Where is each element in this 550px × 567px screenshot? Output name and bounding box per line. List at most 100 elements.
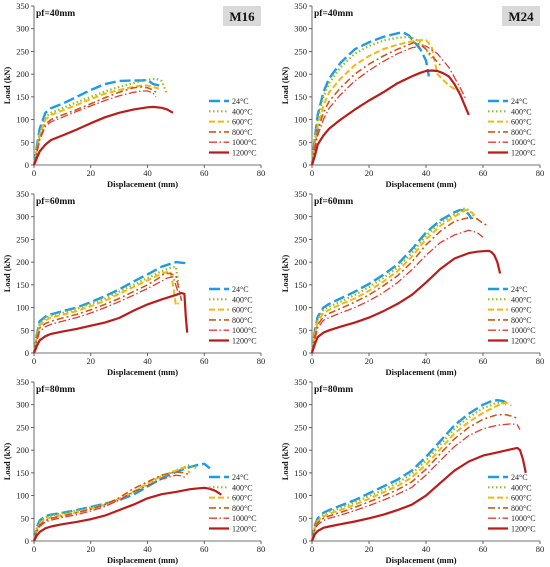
series-line-1000c — [33, 276, 180, 354]
y-tick-label: 50 — [21, 325, 30, 335]
y-tick-label: 50 — [299, 513, 308, 523]
series-line-800c — [311, 413, 518, 542]
legend-label: 1000°C — [511, 138, 536, 147]
y-tick-label: 200 — [16, 257, 29, 267]
x-tick-label: 40 — [143, 356, 152, 366]
x-tick-label: 80 — [257, 356, 266, 366]
y-tick-label: 200 — [294, 257, 307, 267]
panel-title: pf=80mm — [314, 385, 353, 395]
x-tick-label: 80 — [257, 544, 266, 554]
x-tick-label: 60 — [200, 356, 209, 366]
y-tick-label: 50 — [21, 513, 30, 523]
x-tick-label: 40 — [143, 544, 152, 554]
panel-title: pf=40mm — [314, 9, 353, 19]
bolt-size-label: M16 — [229, 9, 255, 24]
x-axis-label: Displacement (mm) — [107, 555, 178, 565]
series-line-800c — [33, 471, 191, 542]
y-axis-label: Load (kN) — [280, 443, 290, 481]
panel-title: pf=80mm — [36, 385, 75, 395]
legend-label: 600°C — [511, 494, 532, 503]
x-tick-label: 20 — [87, 544, 96, 554]
legend-label: 24°C — [232, 285, 249, 294]
y-tick-label: 150 — [16, 468, 29, 478]
series-line-24c — [310, 399, 507, 542]
y-tick-label: 300 — [16, 24, 29, 34]
y-tick-label: 300 — [16, 212, 29, 222]
x-tick-label: 80 — [536, 544, 545, 554]
x-tick-label: 0 — [32, 544, 36, 554]
bolt-size-badge — [502, 6, 540, 26]
legend-label: 800°C — [232, 128, 253, 137]
x-tick-label: 40 — [422, 168, 431, 178]
y-tick-label: 200 — [16, 69, 29, 79]
legend-label: 800°C — [511, 316, 532, 325]
x-tick-label: 40 — [143, 168, 152, 178]
series-line-24c — [310, 31, 431, 166]
series-line-1000c — [311, 45, 467, 166]
series-line-1000c — [33, 90, 157, 166]
panel-title: pf=60mm — [314, 197, 353, 207]
legend-label: 1200°C — [511, 525, 536, 534]
y-tick-label: 0 — [303, 536, 307, 546]
legend-label: 1000°C — [232, 138, 257, 147]
legend-label: 1200°C — [511, 149, 536, 158]
y-tick-label: 150 — [294, 468, 307, 478]
legend-label: 24°C — [232, 97, 249, 106]
x-tick-label: 40 — [422, 356, 431, 366]
series-line-800c — [311, 216, 489, 354]
y-tick-label: 200 — [294, 445, 307, 455]
series-line-24c — [32, 462, 211, 542]
legend-label: 24°C — [511, 285, 528, 294]
series-line-1000c — [311, 423, 521, 542]
legend-label: 800°C — [232, 504, 253, 513]
legend-label: 1200°C — [511, 337, 536, 346]
y-tick-label: 150 — [294, 92, 307, 102]
legend-label: 1000°C — [511, 514, 536, 523]
x-tick-label: 60 — [200, 168, 209, 178]
x-tick-label: 60 — [200, 544, 209, 554]
x-tick-label: 0 — [32, 168, 36, 178]
x-axis-label: Displacement (mm) — [385, 179, 456, 189]
y-tick-label: 0 — [303, 348, 307, 358]
y-tick-label: 350 — [294, 1, 307, 11]
chart-panel-5: 0 50 100 150 200 250 300 350 0 20 40 60 80 Displaceme… — [2, 377, 265, 565]
x-tick-label: 20 — [87, 356, 96, 366]
series-line-400c — [32, 265, 180, 354]
y-tick-label: 100 — [294, 115, 307, 125]
y-tick-label: 350 — [294, 377, 307, 387]
x-tick-label: 0 — [310, 168, 314, 178]
legend-label: 1200°C — [232, 149, 257, 158]
legend-label: 1000°C — [232, 514, 257, 523]
x-axis-label: Displacement (mm) — [385, 555, 456, 565]
series-line-600c — [33, 270, 180, 354]
series-line-400c — [310, 207, 476, 354]
series-line-800c — [311, 41, 441, 166]
x-tick-label: 80 — [257, 168, 266, 178]
x-tick-label: 0 — [310, 356, 314, 366]
legend-label: 24°C — [232, 473, 249, 482]
series-line-600c — [311, 39, 461, 166]
legend-label: 400°C — [511, 107, 532, 116]
chart-panel-3: 0 50 100 150 200 250 300 350 0 20 40 60 80 Displaceme… — [2, 189, 265, 377]
bolt-size-badge — [223, 6, 261, 26]
series-line-1000c — [311, 229, 484, 354]
y-tick-label: 250 — [294, 422, 307, 432]
y-tick-label: 250 — [16, 46, 29, 56]
legend-label: 800°C — [511, 504, 532, 513]
series-line-1200c — [310, 249, 502, 354]
y-tick-label: 350 — [16, 189, 29, 199]
series-line-1000c — [33, 474, 188, 542]
legend-label: 400°C — [232, 483, 253, 492]
y-tick-label: 250 — [16, 422, 29, 432]
legend-label: 1200°C — [232, 525, 257, 534]
x-tick-label: 80 — [536, 356, 545, 366]
series-line-800c — [33, 86, 157, 166]
series-line-600c — [33, 466, 191, 542]
y-tick-label: 0 — [25, 536, 29, 546]
series-line-1200c — [32, 291, 189, 354]
y-tick-label: 0 — [25, 348, 29, 358]
